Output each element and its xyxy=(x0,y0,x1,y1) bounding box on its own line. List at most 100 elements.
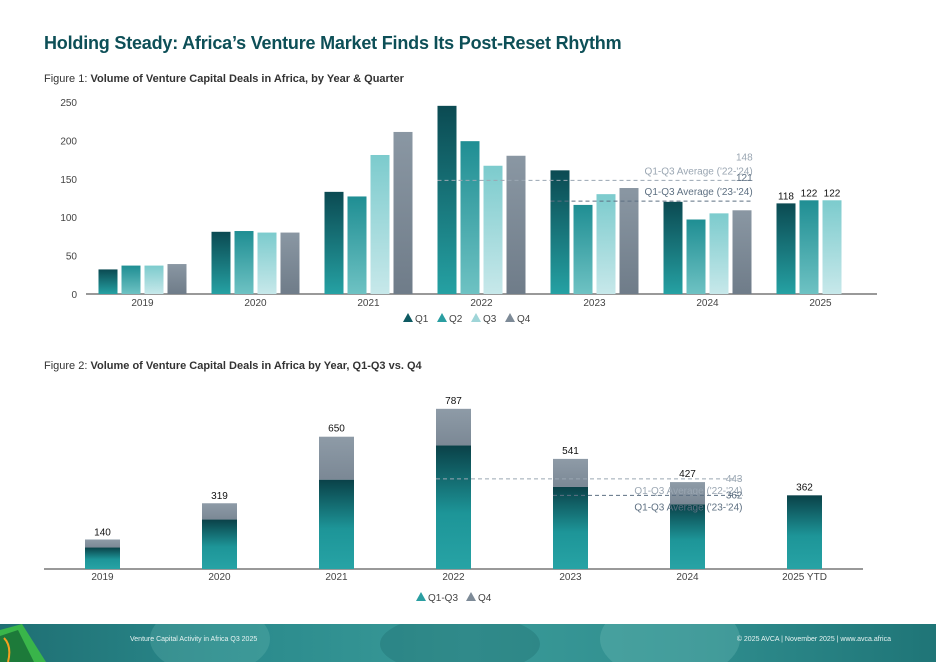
figure1-caption: Figure 1: Volume of Venture Capital Deal… xyxy=(44,73,404,85)
x-tick-label: 2025 YTD xyxy=(782,572,827,583)
y-tick-label: 100 xyxy=(60,213,77,224)
legend-label: Q4 xyxy=(478,593,492,604)
bar-q3-2023 xyxy=(596,194,616,294)
avg-reference-value: 362 xyxy=(726,490,743,501)
total-label: 362 xyxy=(796,482,813,493)
figure1-prefix: Figure 1: xyxy=(44,73,91,85)
y-tick-label: 0 xyxy=(71,290,77,301)
data-label: 118 xyxy=(778,191,794,202)
total-label: 319 xyxy=(211,491,228,502)
total-label: 650 xyxy=(328,424,345,435)
bar-q4-2024 xyxy=(670,482,705,505)
footer-copyright: © 2025 AVCA | November 2025 | www.avca.a… xyxy=(736,636,891,643)
bar-q4-2024 xyxy=(732,210,752,294)
bar-q4-2022 xyxy=(436,408,471,446)
bar-q1-q3-2020 xyxy=(202,519,237,569)
y-tick-label: 50 xyxy=(66,252,78,263)
legend-label: Q4 xyxy=(517,314,531,325)
bar-q1-q3-2019 xyxy=(85,547,120,569)
avg-reference-label: Q1-Q3 Average ('22-'24) xyxy=(634,486,742,497)
legend-label: Q1-Q3 xyxy=(428,593,458,604)
total-label: 140 xyxy=(94,528,111,539)
bar-q1-q3-2024 xyxy=(670,504,705,569)
legend-marker-icon xyxy=(466,592,476,601)
bar-q4-2022 xyxy=(506,155,526,294)
y-tick-label: 200 xyxy=(60,136,77,147)
bar-q4-2020 xyxy=(280,232,300,294)
x-tick-label: 2019 xyxy=(131,298,154,309)
x-tick-label: 2021 xyxy=(325,572,348,583)
figure1-caption-text: Volume of Venture Capital Deals in Afric… xyxy=(90,73,404,85)
x-tick-label: 2023 xyxy=(559,572,582,583)
bar-q4-2020 xyxy=(202,503,237,520)
bar-q1-q3-2022 xyxy=(436,445,471,569)
avg-reference-value: 148 xyxy=(736,152,753,163)
x-tick-label: 2025 xyxy=(809,298,832,309)
bar-q2-2020 xyxy=(234,231,254,294)
x-tick-label: 2024 xyxy=(696,298,719,309)
footer-report-title: Venture Capital Activity in Africa Q3 20… xyxy=(130,636,258,643)
bar-q3-2024 xyxy=(709,213,729,294)
bar-q4-2021 xyxy=(393,131,413,294)
bar-q3-2022 xyxy=(483,165,503,294)
bar-q1-2024 xyxy=(663,201,683,294)
x-tick-label: 2020 xyxy=(208,572,231,583)
bar-q1-2025 xyxy=(776,203,796,294)
legend-marker-icon xyxy=(416,592,426,601)
legend-label: Q2 xyxy=(449,314,463,325)
bar-q4-2019 xyxy=(85,539,120,548)
bar-q3-2021 xyxy=(370,154,390,294)
avg-reference-value: 121 xyxy=(736,173,753,184)
y-tick-label: 150 xyxy=(60,175,77,186)
chart-q1q3-vs-q4: 140 2019 319 2020 650 2021 787 2022 541 2023 427 20… xyxy=(44,396,863,604)
x-tick-label: 2023 xyxy=(583,298,606,309)
bar-q2-2022 xyxy=(460,141,480,294)
bar-q1-q3-2023 xyxy=(553,486,588,569)
bar-q4-2019 xyxy=(167,264,187,294)
page-title: Holding Steady: Africa’s Venture Market … xyxy=(44,33,622,53)
avg-reference-label: Q1-Q3 Average ('22-'24) xyxy=(645,166,753,177)
figure2-caption-text: Volume of Venture Capital Deals in Afric… xyxy=(90,360,422,372)
bar-q4-2023 xyxy=(619,188,639,294)
data-label: 122 xyxy=(801,188,818,199)
data-label: 122 xyxy=(824,188,841,199)
x-tick-label: 2019 xyxy=(91,572,114,583)
avca-corner-logo-icon xyxy=(0,624,46,662)
bar-q1-2020 xyxy=(211,231,231,294)
bar-q2-2025 xyxy=(799,200,819,294)
x-tick-label: 2020 xyxy=(244,298,267,309)
legend-marker-icon xyxy=(403,313,413,322)
avg-reference-value: 443 xyxy=(726,474,743,485)
x-tick-label: 2022 xyxy=(470,298,493,309)
figure2-prefix: Figure 2: xyxy=(44,360,91,372)
y-tick-label: 250 xyxy=(60,98,77,109)
x-tick-label: 2022 xyxy=(442,572,465,583)
avg-reference-label: Q1-Q3 Average ('23-'24) xyxy=(634,502,742,513)
legend-marker-icon xyxy=(471,313,481,322)
total-label: 427 xyxy=(679,469,696,480)
bar-q1-q3-2021 xyxy=(319,479,354,569)
bar-q4-2023 xyxy=(553,458,588,487)
legend-marker-icon xyxy=(437,313,447,322)
figure2-caption: Figure 2: Volume of Venture Capital Deal… xyxy=(44,360,422,372)
bar-q1-2021 xyxy=(324,191,344,294)
footer-bar: Venture Capital Activity in Africa Q3 20… xyxy=(0,624,936,662)
total-label: 787 xyxy=(445,396,462,407)
avg-reference-label: Q1-Q3 Average ('23-'24) xyxy=(645,187,753,198)
total-label: 541 xyxy=(562,446,579,457)
bar-q2-2023 xyxy=(573,204,593,294)
bar-q1-2023 xyxy=(550,170,570,294)
bar-q4-2021 xyxy=(319,436,354,480)
bar-q3-2019 xyxy=(144,265,164,294)
bar-q1-q3-2025 YTD xyxy=(787,495,822,569)
bar-q3-2025 xyxy=(822,200,842,294)
bar-q2-2021 xyxy=(347,196,367,294)
bar-q2-2024 xyxy=(686,219,706,294)
bar-q1-2022 xyxy=(437,105,457,294)
bar-q2-2019 xyxy=(121,265,141,294)
chart-quarterly-deals: 0 50 100 150 200 250 2019 2020 2021 2022 2023 2024 2… xyxy=(60,98,877,325)
x-tick-label: 2021 xyxy=(357,298,380,309)
x-tick-label: 2024 xyxy=(676,572,699,583)
legend-label: Q1 xyxy=(415,314,429,325)
bar-q1-2019 xyxy=(98,269,118,294)
